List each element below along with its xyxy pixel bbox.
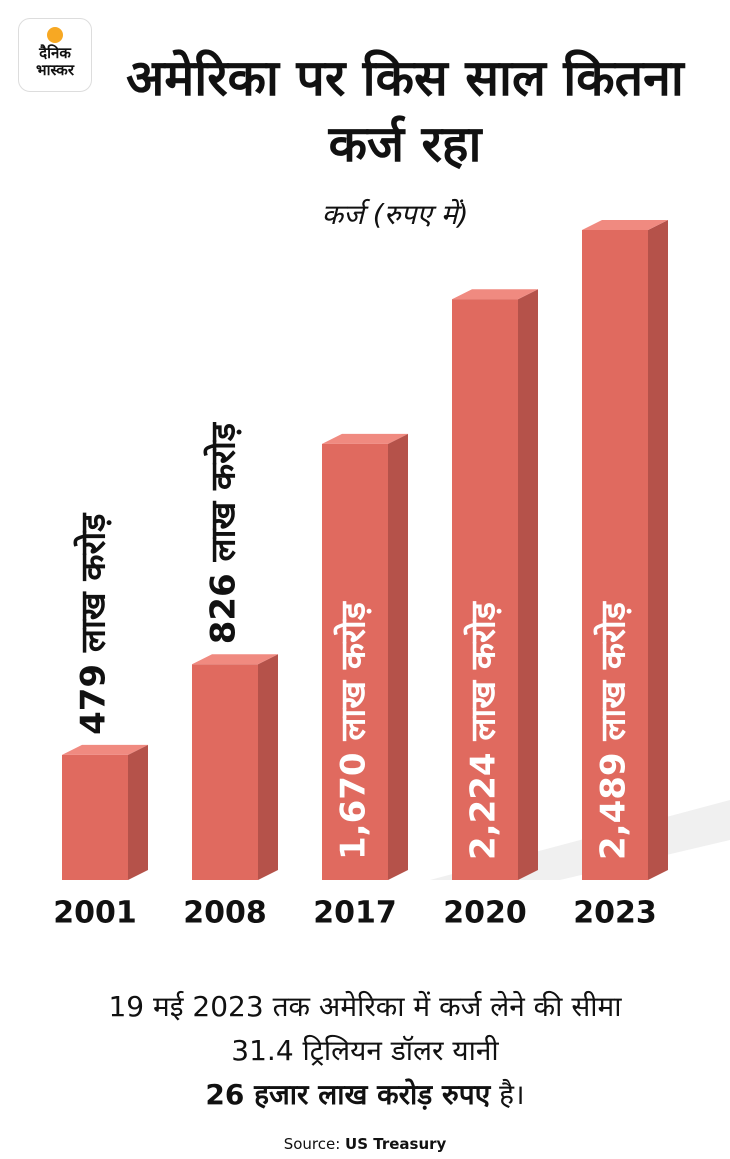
bar-top bbox=[192, 654, 278, 665]
x-tick-label: 2017 bbox=[313, 896, 397, 931]
bar-top bbox=[62, 744, 148, 755]
note: 19 मई 2023 तक अमेरिका में कर्ज लेने की स… bbox=[90, 985, 640, 1117]
value-label: 1,670 लाख करोड़ bbox=[333, 600, 374, 860]
source: Source: US Treasury bbox=[0, 1135, 730, 1153]
bar-top bbox=[582, 220, 668, 230]
bar bbox=[322, 443, 388, 880]
logo-text: भास्कर bbox=[36, 61, 74, 79]
note-bold: 26 हजार लाख करोड़ रुपए bbox=[205, 1078, 491, 1111]
x-tick-label: 2023 bbox=[573, 896, 657, 931]
bar bbox=[62, 754, 128, 880]
x-tick-label: 2020 bbox=[443, 896, 527, 931]
value-label: 479 लाख करोड़ bbox=[73, 512, 114, 735]
bar-side bbox=[518, 289, 538, 881]
bar bbox=[582, 230, 648, 880]
x-tick-label: 2001 bbox=[53, 896, 137, 931]
note-text: है। bbox=[499, 1078, 525, 1111]
logo: दैनिक भास्कर bbox=[18, 18, 92, 92]
value-label: 2,224 लाख करोड़ bbox=[463, 600, 504, 860]
bar bbox=[192, 664, 258, 880]
source-label: Source: bbox=[283, 1135, 341, 1153]
logo-sun bbox=[47, 27, 63, 43]
value-label: 826 लाख करोड़ bbox=[203, 421, 244, 644]
chart-title: अमेरिका पर किस साल कितना कर्ज रहा bbox=[126, 49, 684, 173]
bar-side bbox=[648, 220, 668, 880]
bar-side bbox=[258, 654, 278, 880]
bar-side bbox=[388, 433, 408, 880]
bar-top bbox=[322, 433, 408, 444]
x-tick-label: 2008 bbox=[183, 896, 267, 931]
note-text: 19 मई 2023 तक अमेरिका में कर्ज लेने की स… bbox=[108, 990, 622, 1067]
bar-top bbox=[452, 289, 538, 300]
source-name: US Treasury bbox=[345, 1135, 447, 1153]
value-label: 2,489 लाख करोड़ bbox=[593, 600, 634, 860]
logo-text: दैनिक bbox=[39, 44, 71, 62]
chart-subtitle: कर्ज (रुपए में) bbox=[321, 198, 469, 231]
bar-side bbox=[128, 744, 148, 880]
bar bbox=[452, 299, 518, 881]
chart: 479 लाख करोड़ 2001 826 लाख करोड़ 2008 1,670 … bbox=[53, 220, 730, 931]
